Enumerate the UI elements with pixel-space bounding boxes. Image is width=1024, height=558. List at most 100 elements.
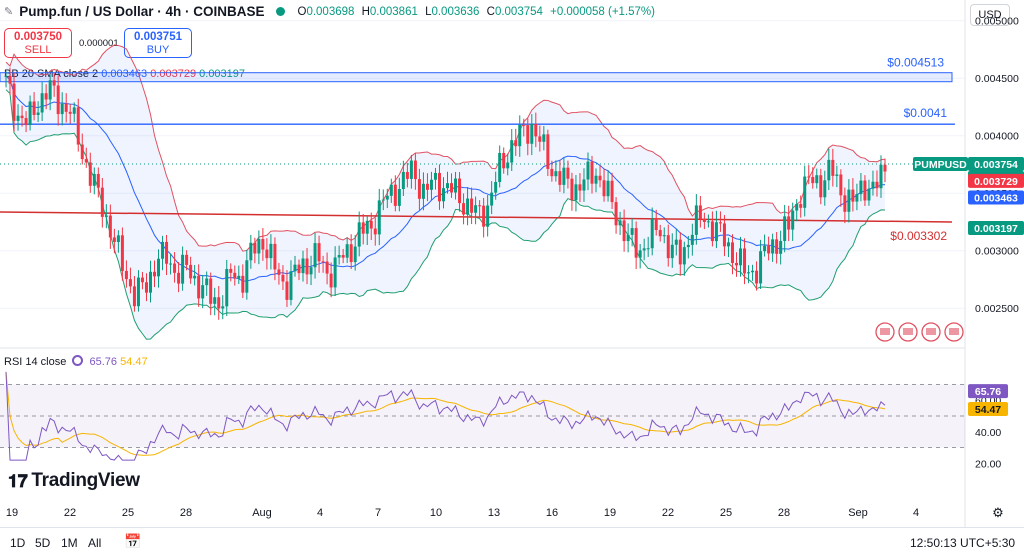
candle-body bbox=[542, 134, 546, 142]
candle-body bbox=[682, 247, 686, 265]
candle-body bbox=[674, 239, 678, 245]
candle-body bbox=[799, 204, 803, 208]
candle-body bbox=[201, 285, 205, 299]
candle-body bbox=[124, 270, 128, 280]
x-tick-label: 19 bbox=[6, 507, 18, 519]
candle-body bbox=[518, 124, 522, 147]
candle-body bbox=[421, 183, 425, 199]
candle-body bbox=[686, 244, 690, 248]
event-flag-icon bbox=[880, 328, 890, 335]
level-label: $0.003302 bbox=[890, 229, 947, 243]
price-label: 0.003729 bbox=[974, 176, 1018, 188]
candle-body bbox=[329, 273, 333, 288]
bb-indicator-legend[interactable]: BB 20 SMA close 2 0.003463 0.003729 0.00… bbox=[4, 68, 245, 80]
candle-body bbox=[165, 241, 169, 264]
candle-body bbox=[289, 271, 293, 300]
pencil-icon[interactable]: ✎ bbox=[4, 6, 14, 18]
sell-button[interactable]: 0.003750 SELL bbox=[4, 28, 72, 58]
range-1m-button[interactable]: 1M bbox=[61, 536, 78, 550]
candle-body bbox=[815, 175, 819, 184]
candle-body bbox=[185, 254, 189, 265]
currency-selector[interactable]: USD bbox=[970, 4, 1010, 26]
candle-body bbox=[369, 220, 373, 229]
candle-body bbox=[662, 235, 666, 237]
candle-body bbox=[883, 164, 887, 172]
candle-body bbox=[285, 281, 289, 300]
rsi-value-label: 54.47 bbox=[975, 404, 1001, 416]
candle-body bbox=[16, 115, 20, 121]
candle-body bbox=[377, 200, 381, 235]
candle-body bbox=[385, 195, 389, 200]
candle-body bbox=[526, 125, 530, 144]
candle-body bbox=[293, 264, 297, 272]
candle-body bbox=[373, 228, 377, 235]
candle-body bbox=[514, 140, 518, 147]
candle-body bbox=[245, 260, 249, 293]
settings-icon[interactable]: ⚙ bbox=[992, 505, 1004, 520]
bb-upper-line bbox=[5, 44, 886, 252]
candle-body bbox=[56, 85, 60, 115]
resistance-zone bbox=[0, 72, 953, 83]
candle-body bbox=[530, 124, 534, 144]
candle-body bbox=[582, 179, 586, 191]
candle-body bbox=[843, 195, 847, 212]
rsi-legend[interactable]: RSI 14 close 65.76 54.47 bbox=[4, 355, 148, 368]
candle-body bbox=[550, 168, 554, 177]
y-tick-label: 0.004500 bbox=[975, 73, 1019, 85]
candle-body bbox=[104, 215, 108, 217]
candle-body bbox=[353, 246, 357, 263]
candle-body bbox=[257, 239, 261, 254]
candle-body bbox=[128, 279, 132, 287]
candle-body bbox=[566, 167, 570, 179]
candle-body bbox=[835, 174, 839, 176]
x-tick-label: Aug bbox=[252, 507, 272, 519]
candle-body bbox=[823, 180, 827, 198]
candle-body bbox=[237, 275, 241, 279]
ohlc-readout: O0.003698 H0.003861 L0.003636 C0.003754 … bbox=[297, 5, 655, 18]
candle-body bbox=[40, 93, 44, 113]
candle-body bbox=[771, 239, 775, 254]
rsi-value-label-bg bbox=[968, 401, 1008, 416]
candle-body bbox=[658, 230, 662, 237]
x-tick-label: 25 bbox=[720, 507, 732, 519]
candle-body bbox=[586, 161, 590, 180]
candle-body bbox=[462, 203, 466, 215]
candle-body bbox=[654, 218, 658, 231]
candle-body bbox=[321, 261, 325, 263]
candle-body bbox=[831, 159, 835, 176]
candle-body bbox=[546, 134, 550, 169]
rsi-value-label-bg bbox=[968, 384, 1008, 399]
event-flag-icon bbox=[949, 328, 959, 335]
candle-body bbox=[458, 178, 462, 204]
candle-body bbox=[80, 144, 84, 160]
candle-body bbox=[4, 75, 8, 77]
range-1d-button[interactable]: 1D bbox=[10, 536, 26, 550]
buy-button[interactable]: 0.003751 BUY bbox=[124, 28, 192, 58]
candle-body bbox=[173, 263, 177, 273]
calendar-icon[interactable]: 📅 bbox=[124, 533, 142, 549]
candle-body bbox=[522, 124, 526, 126]
range-all-button[interactable]: All bbox=[88, 536, 102, 550]
candle-body bbox=[253, 242, 257, 254]
candle-body bbox=[76, 107, 80, 145]
candle-body bbox=[301, 258, 305, 274]
candle-body bbox=[775, 239, 779, 254]
rsi-y-tick: 20.00 bbox=[975, 458, 1001, 470]
x-tick-label: 19 bbox=[604, 507, 616, 519]
candle-body bbox=[64, 103, 68, 112]
price-chart[interactable]: $0.004513 $0.0041 $0.003302 0.002500 0.0030… bbox=[0, 0, 1024, 527]
candle-body bbox=[787, 216, 791, 230]
market-status-icon bbox=[276, 7, 286, 16]
candle-body bbox=[120, 235, 124, 271]
candle-body bbox=[634, 228, 638, 258]
candle-body bbox=[249, 242, 253, 261]
tv-logo-icon: 𝟏𝟕 bbox=[8, 470, 28, 491]
candle-body bbox=[28, 101, 32, 126]
symbol-title[interactable]: Pump.fun / US Dollar · 4h · COINBASE bbox=[19, 4, 265, 19]
candle-body bbox=[779, 240, 783, 254]
candle-body bbox=[706, 221, 710, 223]
candle-body bbox=[397, 189, 401, 206]
range-5d-button[interactable]: 5D bbox=[35, 536, 51, 550]
candle-body bbox=[48, 80, 52, 100]
